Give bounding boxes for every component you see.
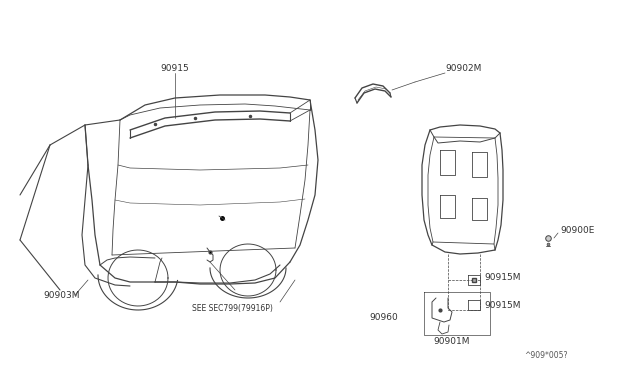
Text: 90915M: 90915M xyxy=(484,273,520,282)
Text: ^909*005?: ^909*005? xyxy=(525,350,568,359)
Text: 90902M: 90902M xyxy=(445,64,481,73)
Text: 90960: 90960 xyxy=(369,314,398,323)
Text: SEE SEC799(79916P): SEE SEC799(79916P) xyxy=(191,304,273,312)
Text: 90915M: 90915M xyxy=(484,301,520,310)
Text: 90903M: 90903M xyxy=(43,291,79,299)
Text: 90915: 90915 xyxy=(161,64,189,73)
Text: 90900E: 90900E xyxy=(560,225,595,234)
Text: 90901M: 90901M xyxy=(434,337,470,346)
